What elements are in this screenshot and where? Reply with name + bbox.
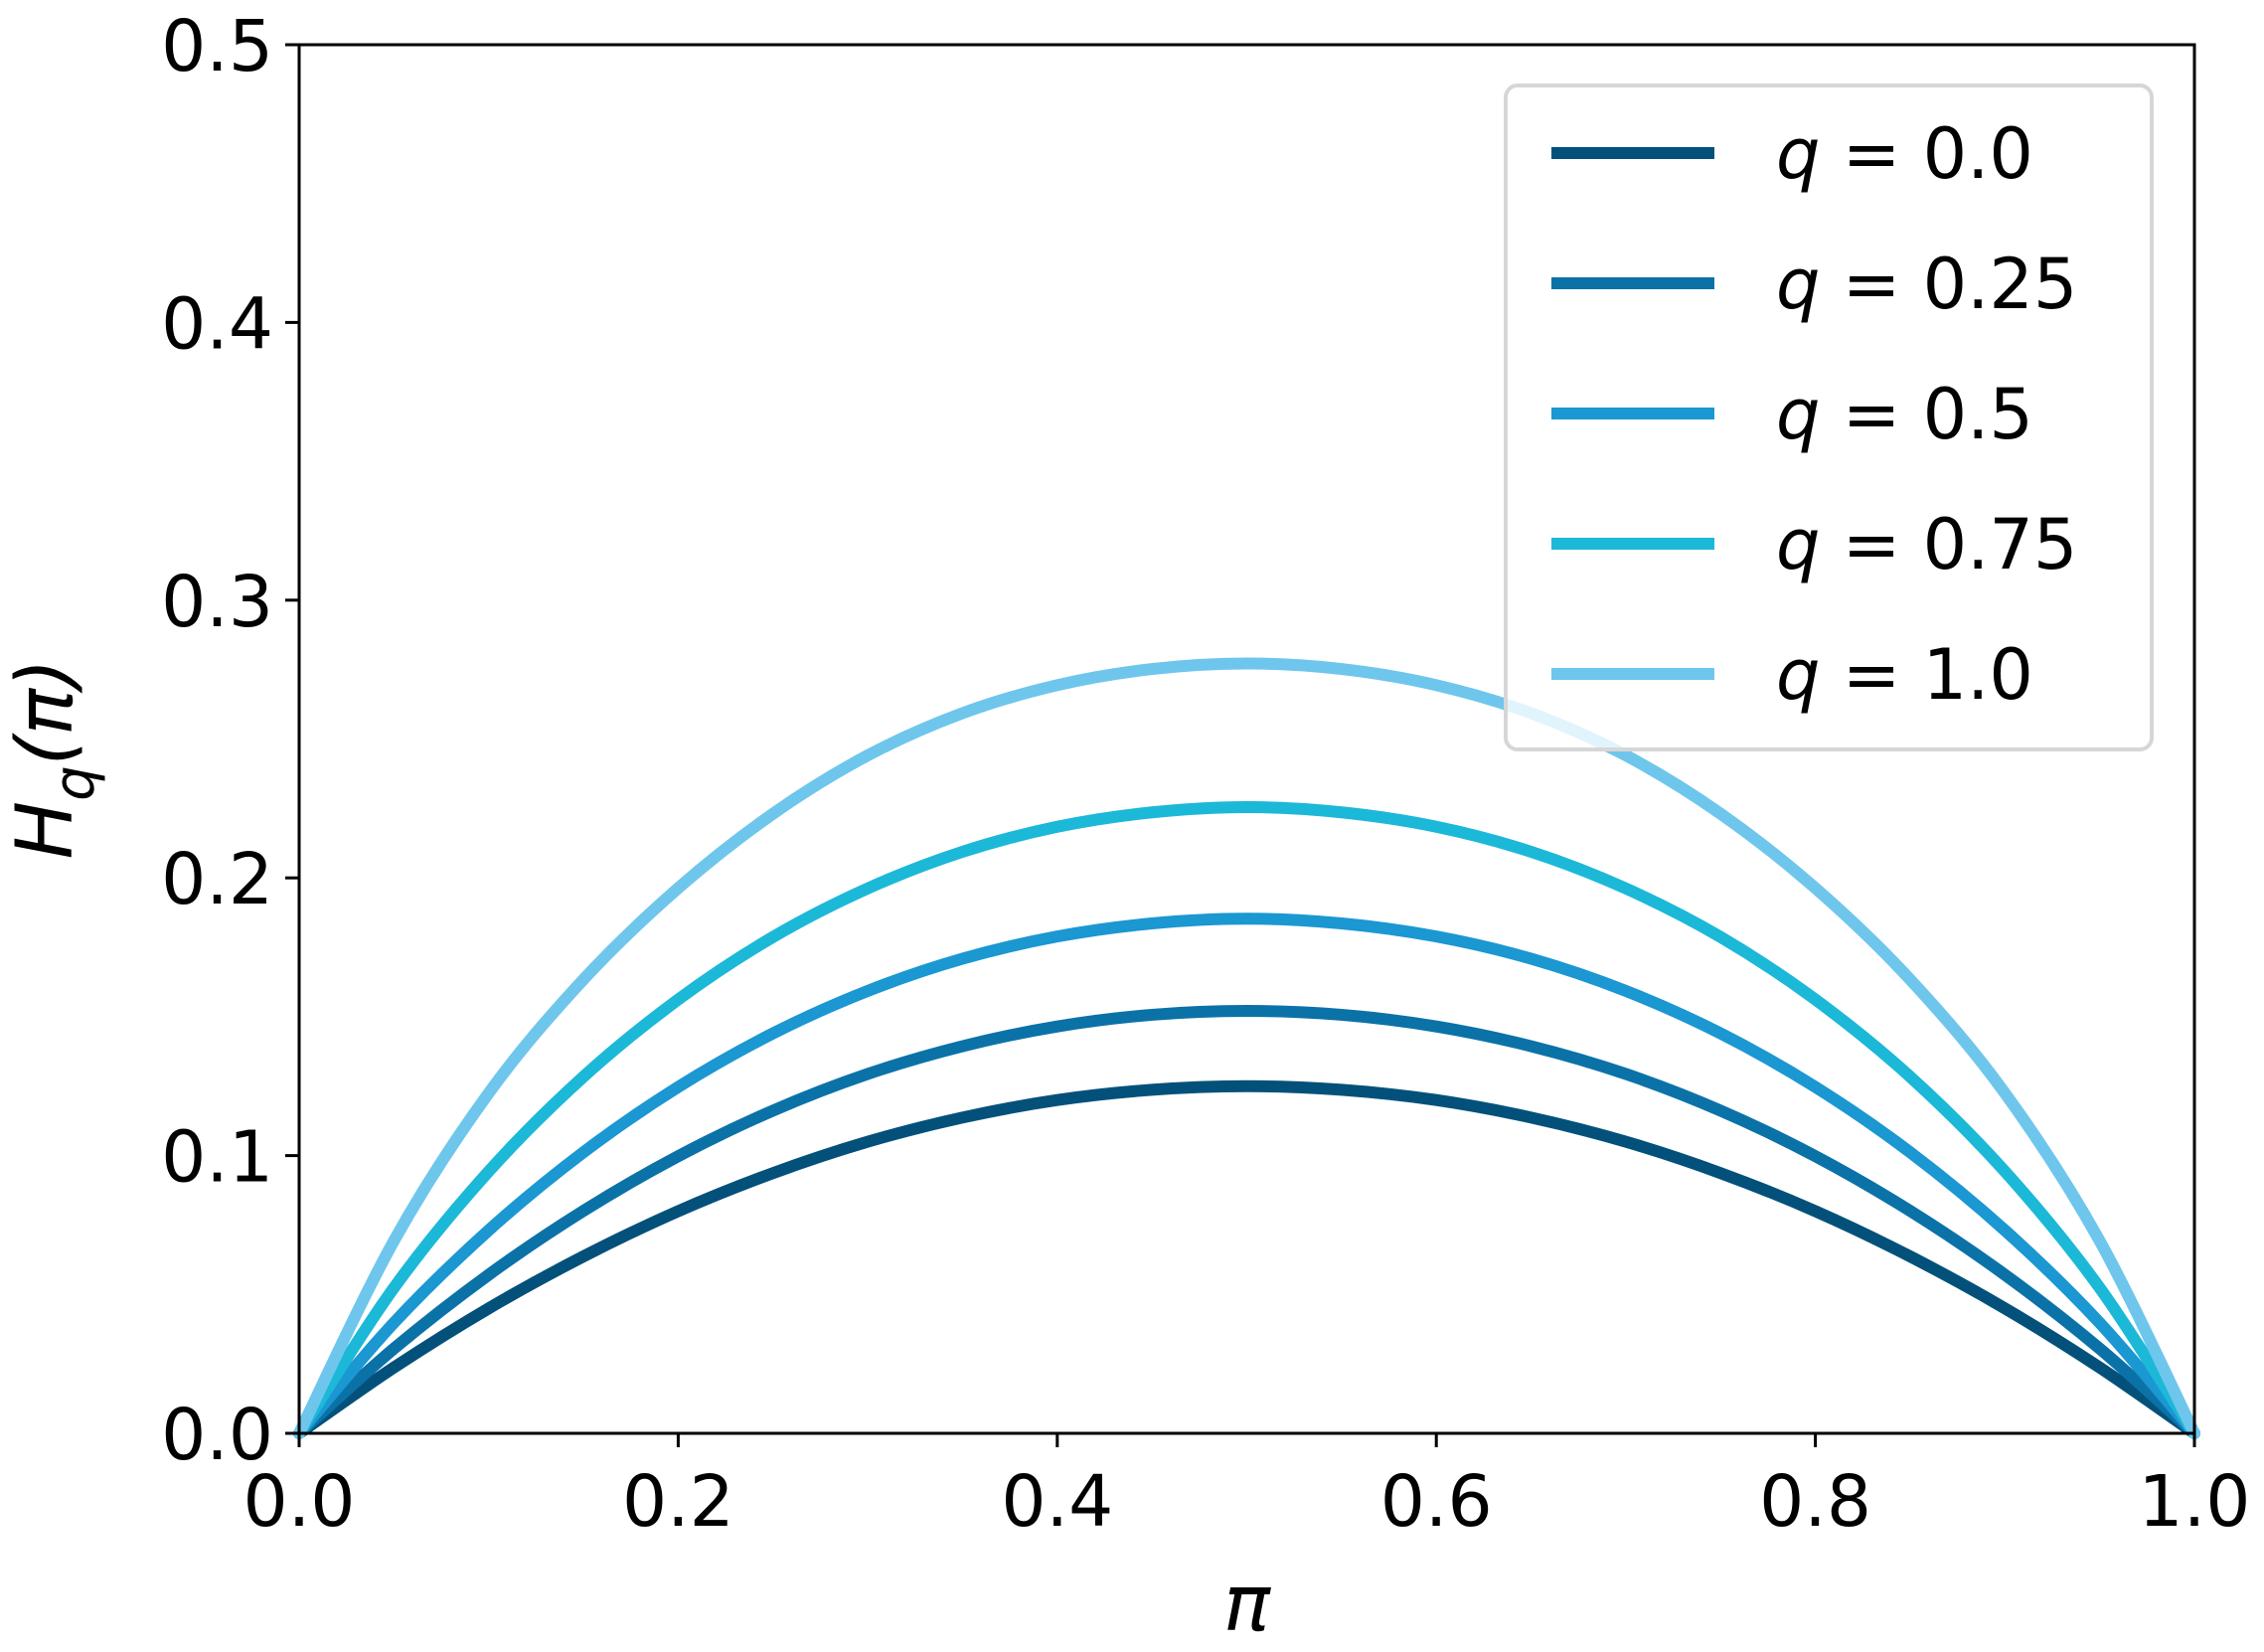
plot-frame — [297, 43, 2196, 1435]
legend-eq: = — [1820, 504, 1922, 585]
legend-eq: = — [1820, 244, 1922, 325]
legend-eq: = — [1820, 113, 1922, 195]
y-tick-label: 0.0 — [161, 1394, 273, 1476]
legend-val: 0.25 — [1923, 244, 2078, 325]
y-ticks: 0.0 0.1 0.2 0.3 0.4 0.5 — [161, 5, 299, 1476]
x-axis-label: π — [1223, 1560, 1271, 1649]
legend-eq: = — [1820, 634, 1922, 716]
x-tick-label: 0.2 — [622, 1460, 734, 1543]
legend-box — [1504, 83, 2154, 751]
x-tick-label: 1.0 — [2139, 1460, 2251, 1543]
plot-lines — [293, 657, 2200, 1439]
y-tick-label: 0.2 — [161, 838, 273, 920]
legend-label-2: q = 0.5 — [1776, 374, 2033, 455]
series-line-4 — [293, 657, 2200, 1439]
series-line-3 — [293, 800, 2200, 1439]
legend-label-1: q = 0.25 — [1776, 244, 2077, 325]
y-axis-label-arg: (π) — [1, 658, 90, 765]
legend-val: 0.5 — [1923, 374, 2033, 455]
legend-label-0: q = 0.0 — [1776, 113, 2033, 195]
legend-var: q — [1776, 113, 1820, 195]
legend-val: 0.0 — [1923, 113, 2033, 195]
y-axis-label-main: H — [1, 801, 90, 860]
x-ticks: 0.0 0.2 0.4 0.6 0.8 1.0 — [243, 1433, 2251, 1543]
legend-label-3: q = 0.75 — [1776, 504, 2077, 585]
legend-var: q — [1776, 634, 1820, 716]
y-tick-label: 0.1 — [161, 1116, 273, 1199]
legend-val: 0.75 — [1923, 504, 2078, 585]
legend-var: q — [1776, 504, 1820, 585]
series-line-0 — [293, 1079, 2200, 1439]
y-tick-label: 0.3 — [161, 561, 273, 643]
y-tick-label: 0.5 — [161, 5, 273, 87]
legend: q = 0.0q = 0.25q = 0.5q = 0.75q = 1.0 — [1504, 83, 2154, 751]
legend-var: q — [1776, 374, 1820, 455]
x-tick-label: 0.4 — [1001, 1460, 1113, 1543]
y-tick-label: 0.4 — [161, 282, 273, 365]
x-tick-label: 0.8 — [1759, 1460, 1871, 1543]
x-tick-label: 0.0 — [243, 1460, 356, 1543]
series-line-1 — [293, 1005, 2200, 1439]
legend-var: q — [1776, 244, 1820, 325]
y-axis-label-sub: q — [43, 765, 107, 801]
legend-eq: = — [1820, 374, 1922, 455]
legend-val: 1.0 — [1923, 634, 2033, 716]
y-axis-label: Hq(π) — [1, 658, 107, 859]
legend-label-4: q = 1.0 — [1776, 634, 2033, 716]
x-tick-label: 0.6 — [1380, 1460, 1493, 1543]
series-line-2 — [293, 912, 2200, 1439]
